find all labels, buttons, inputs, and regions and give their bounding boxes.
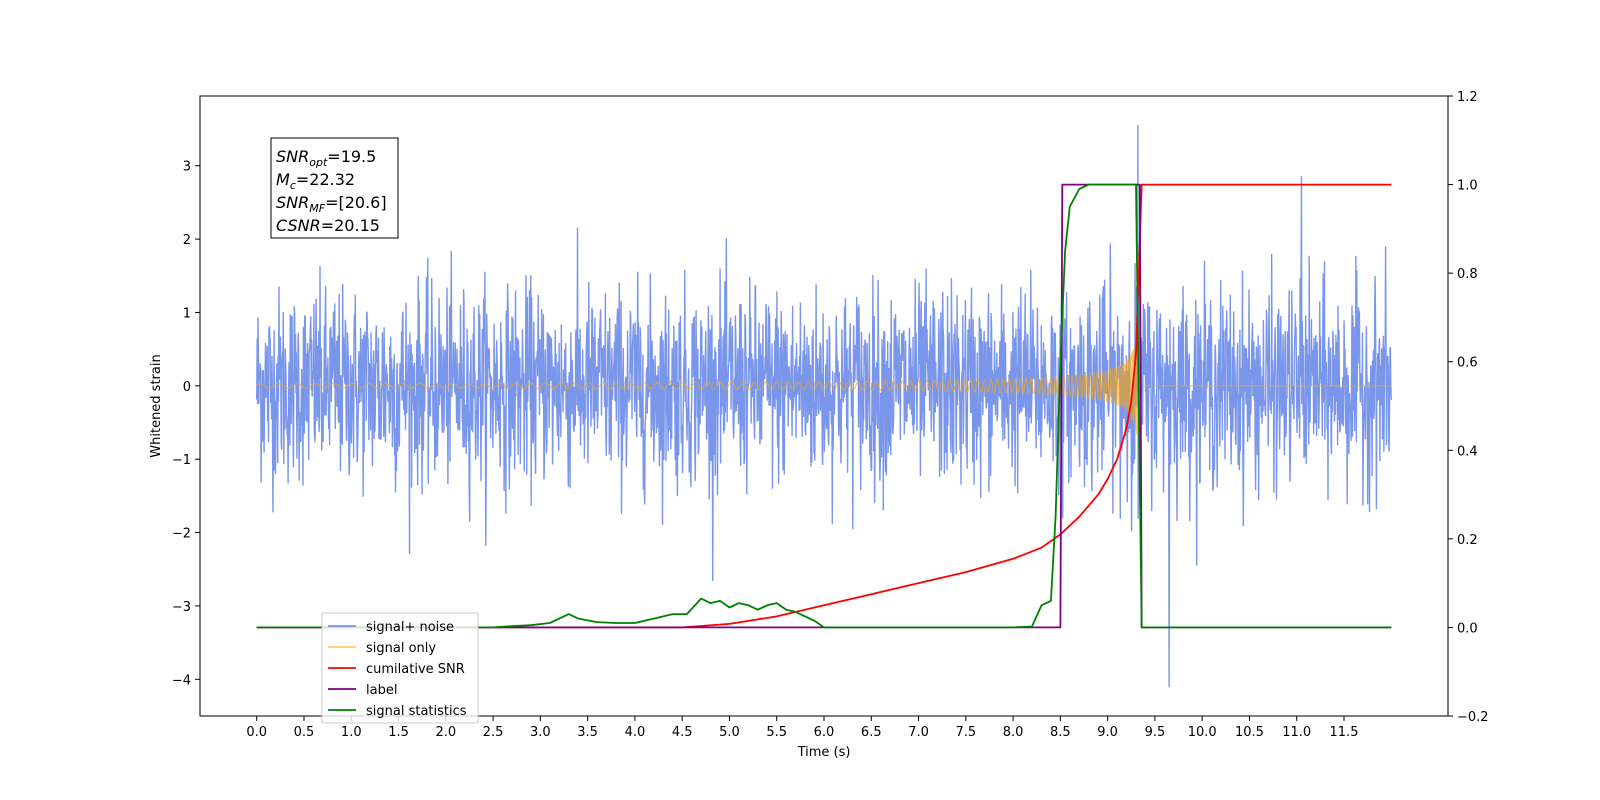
x-tick-label: 4.0 (625, 725, 646, 740)
legend-frame (321, 612, 479, 724)
y-tick-label: −2 (172, 527, 191, 542)
x-tick-label: 11.5 (1330, 725, 1359, 740)
y2-tick-label: 0.6 (1457, 356, 1478, 371)
x-tick-label: 10.5 (1235, 725, 1264, 740)
y-tick-label: 3 (183, 160, 191, 175)
snr-info-line: SNRopt=19.5 (276, 147, 376, 169)
y-tick-label: 0 (183, 380, 191, 395)
x-tick-label: 9.0 (1097, 725, 1118, 740)
y2-tick-label: 0.8 (1457, 267, 1478, 282)
legend-label: signal+ noise (366, 620, 454, 635)
x-tick-label: 9.5 (1145, 725, 1166, 740)
x-tick-label: 2.0 (435, 725, 456, 740)
y2-tick-label: 0.4 (1457, 444, 1478, 459)
x-tick-label: 6.5 (861, 725, 882, 740)
series-layer (256, 124, 1392, 688)
x-tick-label: 0.0 (246, 725, 267, 740)
x-tick-label: 5.0 (719, 725, 740, 740)
x-tick-label: 6.0 (814, 725, 835, 740)
series-line-1 (256, 330, 1392, 467)
series-line-4 (256, 183, 1392, 629)
y-axis-left: 3 2 1 0 −1 −2 −3 −4 (172, 160, 200, 688)
snr-info-line: CSNR=20.15 (276, 216, 380, 235)
x-tick-label: 2.5 (483, 725, 504, 740)
y2-tick-label: −0.2 (1457, 710, 1489, 725)
y2-tick-label: 0.0 (1457, 621, 1478, 636)
series-line-0 (256, 124, 1392, 688)
snr-info-box: SNRopt=19.5Mc=22.32SNRMF=[20.6]CSNR=20.1… (270, 137, 399, 239)
x-tick-label: 3.5 (577, 725, 598, 740)
x-axis: 0.0 0.5 1.0 1.5 2.0 2.5 3.0 3.5 4.0 4.5 5.0 5.5 6.0 6… (246, 716, 1358, 740)
x-tick-label: 10.0 (1188, 725, 1217, 740)
x-tick-label: 5.5 (766, 725, 787, 740)
y-tick-label: 2 (183, 233, 191, 248)
x-tick-label: 8.5 (1050, 725, 1071, 740)
y-tick-label: −1 (172, 453, 191, 468)
y2-tick-label: 1.2 (1457, 90, 1478, 105)
x-tick-label: 7.5 (955, 725, 976, 740)
y-tick-label: 1 (183, 306, 191, 321)
x-axis-title: Time (s) (797, 745, 851, 760)
x-tick-label: 7.0 (908, 725, 929, 740)
x-tick-label: 4.5 (672, 725, 693, 740)
y2-tick-label: 1.0 (1457, 179, 1478, 194)
y2-tick-label: 0.2 (1457, 533, 1478, 548)
x-tick-label: 3.0 (530, 725, 551, 740)
x-tick-label: 11.0 (1282, 725, 1311, 740)
legend: signal+ noise signal only cumilative SNR la… (321, 612, 479, 724)
snr-info-line: Mc=22.32 (276, 170, 355, 192)
snr-info-frame (270, 137, 399, 239)
x-tick-label: 1.0 (341, 725, 362, 740)
legend-label: cumilative SNR (366, 662, 465, 677)
legend-label: signal only (366, 641, 436, 656)
x-tick-label: 1.5 (388, 725, 409, 740)
snr-info-line: SNRMF=[20.6] (276, 193, 387, 215)
x-tick-label: 8.0 (1003, 725, 1024, 740)
y-tick-label: −4 (172, 673, 191, 688)
legend-label: label (366, 683, 397, 698)
y-axis-title: Whitened strain (149, 354, 164, 457)
x-tick-label: 0.5 (294, 725, 315, 740)
y-axis-right: 1.2 1.0 0.8 0.6 0.4 0.2 0.0 −0.2 (1448, 90, 1489, 725)
legend-label: signal statistics (366, 704, 467, 719)
y-tick-label: −3 (172, 600, 191, 615)
